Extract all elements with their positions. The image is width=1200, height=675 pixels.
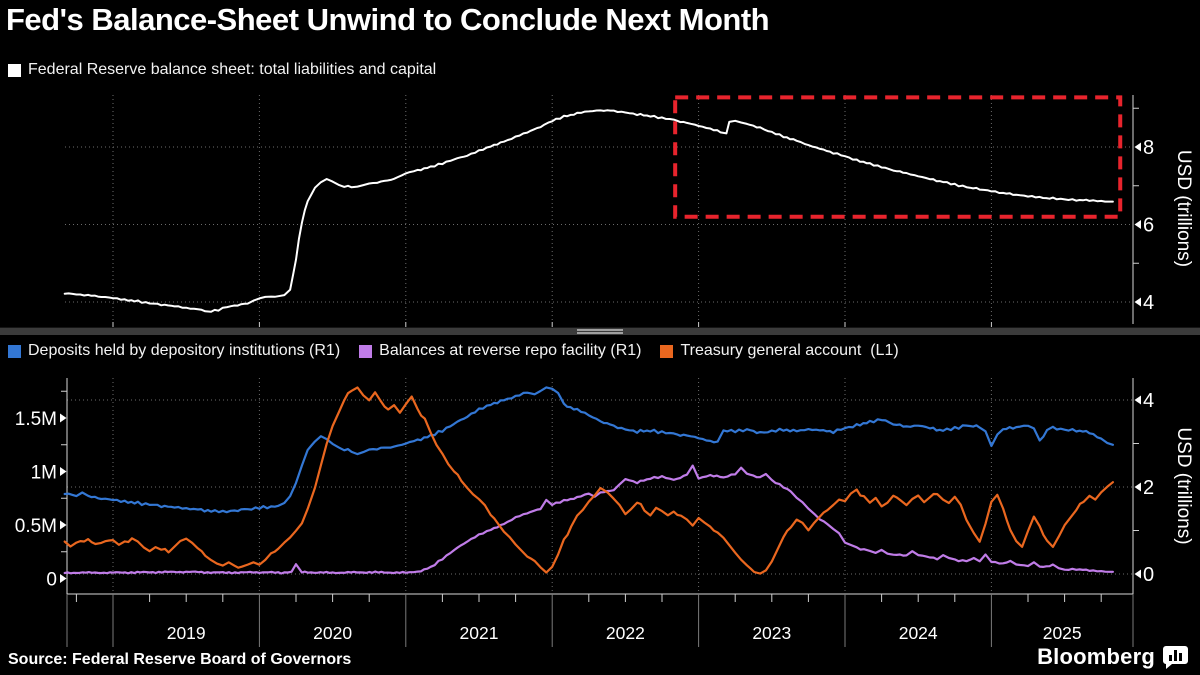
svg-text:1M: 1M: [31, 463, 57, 484]
svg-text:2024: 2024: [899, 623, 938, 643]
svg-text:2025: 2025: [1043, 623, 1082, 643]
legend-label: Federal Reserve balance sheet: total lia…: [28, 61, 437, 78]
bloomberg-terminal-icon: [1163, 645, 1188, 669]
svg-text:4: 4: [1143, 292, 1154, 314]
svg-text:8: 8: [1143, 137, 1154, 159]
svg-text:2022: 2022: [606, 623, 645, 643]
svg-text:USD (trillions): USD (trillions): [1173, 427, 1194, 544]
legend-label: Treasury general account (L1): [680, 342, 899, 359]
legend-swatch-purple: [359, 344, 373, 358]
panel-divider: [0, 327, 1200, 335]
legend-item-balance-sheet: Federal Reserve balance sheet: total lia…: [8, 61, 436, 79]
legend-item-reverse-repo: Balances at reverse repo facility (R1): [359, 342, 641, 360]
svg-text:2023: 2023: [752, 623, 791, 643]
legend-label: Deposits held by depository institutions…: [28, 342, 341, 359]
svg-text:2019: 2019: [167, 623, 206, 643]
legend-swatch-white: [8, 63, 21, 77]
svg-text:2020: 2020: [313, 623, 352, 643]
bloomberg-logo: Bloomberg: [1037, 644, 1188, 670]
bloomberg-wordmark: Bloomberg: [1037, 644, 1155, 669]
svg-text:2: 2: [1143, 477, 1154, 499]
svg-text:0: 0: [1143, 564, 1154, 586]
svg-text:0: 0: [46, 570, 57, 591]
svg-text:USD (trillions): USD (trillions): [1173, 150, 1194, 267]
svg-text:2021: 2021: [460, 623, 499, 643]
legend-top: Federal Reserve balance sheet: total lia…: [8, 61, 436, 79]
svg-text:1.5M: 1.5M: [15, 409, 57, 430]
legend-bottom: Deposits held by depository institutions…: [8, 342, 899, 360]
svg-text:0.5M: 0.5M: [15, 516, 57, 537]
legend-swatch-orange: [660, 344, 674, 358]
svg-text:4: 4: [1143, 390, 1154, 412]
legend-swatch-blue: [8, 344, 21, 358]
svg-text:6: 6: [1143, 215, 1154, 237]
source-attribution: Source: Federal Reserve Board of Governo…: [8, 651, 352, 668]
page-title: Fed's Balance-Sheet Unwind to Conclude N…: [6, 2, 770, 37]
legend-item-treasury-account: Treasury general account (L1): [660, 342, 899, 360]
legend-label: Balances at reverse repo facility (R1): [379, 342, 642, 359]
panel-divider-handle[interactable]: [577, 329, 623, 334]
legend-item-deposits: Deposits held by depository institutions…: [8, 342, 340, 360]
